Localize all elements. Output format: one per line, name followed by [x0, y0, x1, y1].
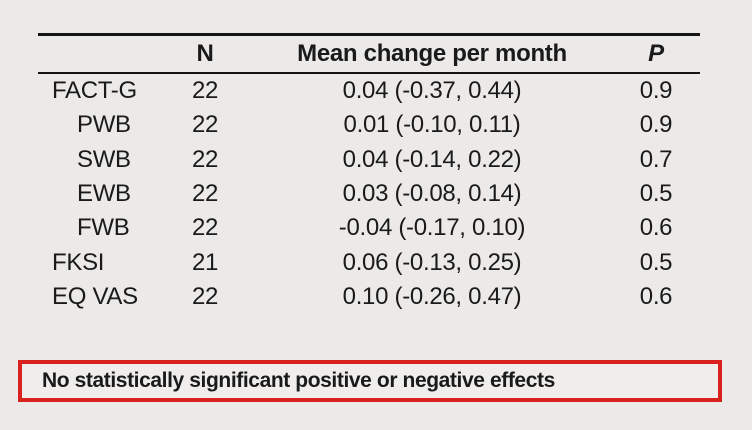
table-top-rule	[38, 33, 700, 36]
cell-mean-change: 0.03 (-0.08, 0.14)	[342, 180, 522, 208]
cell-n: 22	[191, 214, 219, 242]
cell-p: 0.5	[639, 248, 673, 276]
cell-p: 0.5	[639, 180, 673, 208]
cell-mean-change: 0.04 (-0.37, 0.44)	[342, 77, 522, 105]
table-row-swb: SWB 22 0.04 (-0.14, 0.22) 0.7	[38, 143, 700, 177]
cell-n: 22	[191, 145, 219, 173]
table-row-fact-g: FACT-G 22 0.04 (-0.37, 0.44) 0.9	[38, 74, 700, 108]
row-label: EWB	[77, 180, 131, 208]
table-header-row: N Mean change per month P	[38, 36, 700, 72]
conclusion-text: No statistically significant positive or…	[42, 369, 555, 392]
row-label: PWB	[77, 111, 131, 139]
row-label: FWB	[77, 214, 130, 242]
cell-mean-change: -0.04 (-0.17, 0.10)	[338, 214, 526, 242]
conclusion-callout: No statistically significant positive or…	[18, 360, 722, 402]
cell-n: 22	[191, 111, 219, 139]
col-header-p: P	[648, 40, 664, 67]
row-label: SWB	[77, 145, 131, 173]
cell-p: 0.6	[639, 214, 673, 242]
cell-n: 22	[191, 77, 219, 105]
table-row-fksi: FKSI 21 0.06 (-0.13, 0.25) 0.5	[38, 245, 700, 279]
cell-n: 22	[191, 180, 219, 208]
cell-p: 0.9	[639, 77, 673, 105]
table-row-ewb: EWB 22 0.03 (-0.08, 0.14) 0.5	[38, 177, 700, 211]
cell-mean-change: 0.10 (-0.26, 0.47)	[342, 282, 522, 310]
table-row-pwb: PWB 22 0.01 (-0.10, 0.11) 0.9	[38, 108, 700, 142]
table-row-fwb: FWB 22 -0.04 (-0.17, 0.10) 0.6	[38, 211, 700, 245]
cell-p: 0.7	[639, 145, 673, 173]
row-label: FKSI	[52, 248, 105, 276]
results-table: N Mean change per month P FACT-G 22 0.04…	[38, 33, 700, 314]
cell-n: 21	[191, 248, 219, 276]
cell-mean-change: 0.06 (-0.13, 0.25)	[342, 248, 522, 276]
cell-p: 0.9	[639, 111, 673, 139]
table-header-rule	[38, 72, 700, 74]
col-header-mean-change: Mean change per month	[297, 40, 567, 67]
cell-p: 0.6	[639, 282, 673, 310]
row-label: EQ VAS	[52, 282, 138, 310]
cell-mean-change: 0.04 (-0.14, 0.22)	[342, 145, 522, 173]
cell-n: 22	[191, 282, 219, 310]
cell-mean-change: 0.01 (-0.10, 0.11)	[343, 111, 521, 139]
table-row-eq-vas: EQ VAS 22 0.10 (-0.26, 0.47) 0.6	[38, 280, 700, 314]
col-header-n: N	[196, 40, 214, 67]
row-label: FACT-G	[52, 77, 137, 105]
